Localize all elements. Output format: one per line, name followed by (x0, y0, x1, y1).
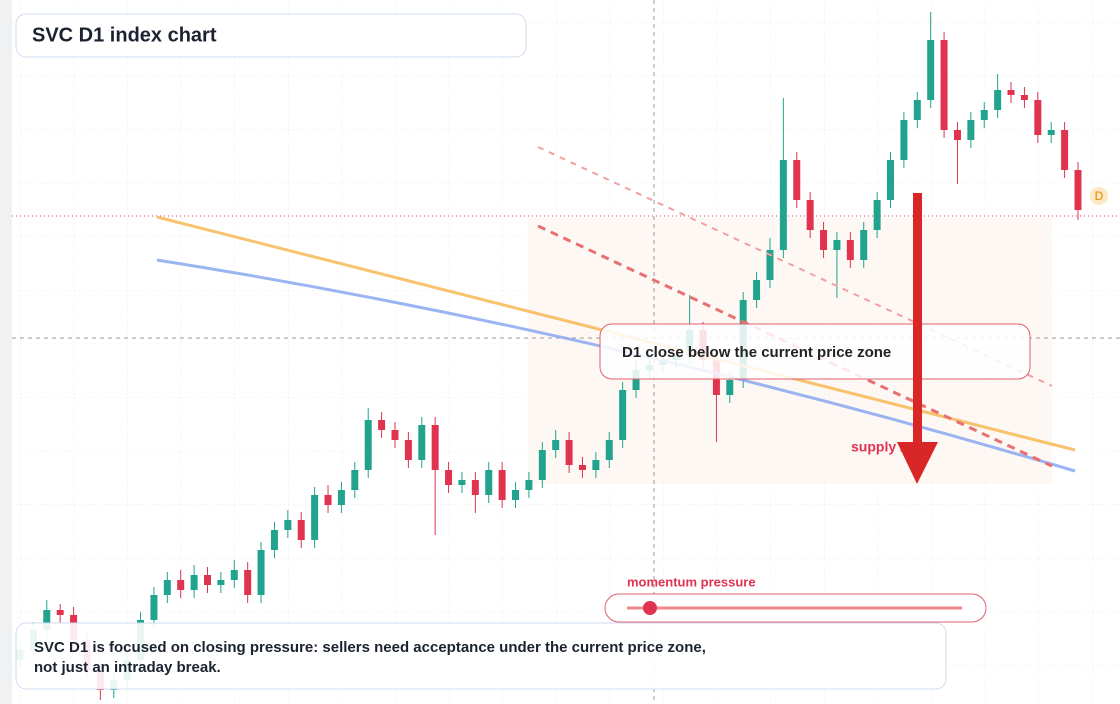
candle-body (190, 575, 198, 590)
candle-body (244, 570, 252, 595)
footer-line: not just an intraday break. (34, 659, 221, 676)
candle-body (1034, 100, 1042, 135)
momentum-label: momentum pressure (627, 574, 756, 589)
candle-body (1061, 130, 1069, 170)
footer-box (15, 622, 947, 690)
candle-body (860, 230, 868, 260)
candle-body (779, 160, 787, 250)
candle-body (498, 470, 506, 500)
candle-body (284, 520, 292, 530)
candle-body (913, 100, 921, 120)
candle-body (458, 480, 466, 485)
candle-body (953, 130, 961, 140)
candle-body (43, 610, 51, 630)
candle-body (525, 480, 533, 490)
candle-body (230, 570, 238, 580)
arrow-shaft (913, 193, 922, 448)
candle-body (578, 465, 586, 470)
candle-body (1020, 95, 1028, 100)
candle-body (1047, 130, 1055, 135)
candle-body (163, 580, 171, 595)
candle-body (806, 200, 814, 230)
candle-body (217, 580, 225, 585)
badge-bg (1090, 187, 1108, 205)
side-panel (0, 0, 12, 704)
candle-body (150, 595, 158, 620)
title-box (15, 13, 527, 58)
arrow-head (897, 442, 938, 484)
candle-body (873, 200, 881, 230)
candle-body (846, 240, 854, 260)
badge: D (1095, 189, 1104, 203)
candle-body (404, 440, 412, 460)
candle-body (967, 120, 975, 140)
candle-body (270, 530, 278, 550)
candle-body (833, 240, 841, 250)
candle-body (927, 40, 935, 100)
candle-body (324, 495, 332, 505)
candle-body (900, 120, 908, 160)
candle-body (726, 380, 734, 395)
candle-body (56, 610, 64, 615)
candle-body (364, 420, 372, 470)
candle-body (485, 470, 493, 495)
candle-body (431, 425, 439, 470)
candle-body (378, 420, 386, 430)
candle-body (538, 450, 546, 480)
candle-body (391, 430, 399, 440)
candle-body (565, 440, 573, 465)
candle-body (940, 40, 948, 130)
candle-body (1074, 170, 1082, 210)
note-text: D1 close below the current price zone (622, 344, 891, 361)
candle-body (592, 460, 600, 470)
title: SVC D1 index chart (32, 24, 217, 46)
footer-line: SVC D1 is focused on closing pressure: s… (34, 639, 706, 656)
candle-body (311, 495, 319, 540)
candle-body (1007, 90, 1015, 95)
candle-body (257, 550, 265, 595)
candle-body (994, 90, 1002, 110)
candle-body (766, 250, 774, 280)
candle-body (337, 490, 345, 505)
candle-body (632, 370, 640, 390)
candle-body (980, 110, 988, 120)
candle-body (619, 390, 627, 440)
candle-body (820, 230, 828, 250)
candle-body (605, 440, 613, 460)
candle-body (297, 520, 305, 540)
note-box (599, 323, 1031, 380)
candle-body (887, 160, 895, 200)
candle-body (793, 160, 801, 200)
slider-knob (643, 601, 657, 615)
candle-body (418, 425, 426, 460)
candle-body (177, 580, 185, 590)
candle-body (203, 575, 211, 585)
candle-body (753, 280, 761, 300)
candle-body (512, 490, 520, 500)
candle-body (471, 480, 479, 495)
candle-body (445, 470, 453, 485)
candle-body (351, 470, 359, 490)
candle-body (552, 440, 560, 450)
